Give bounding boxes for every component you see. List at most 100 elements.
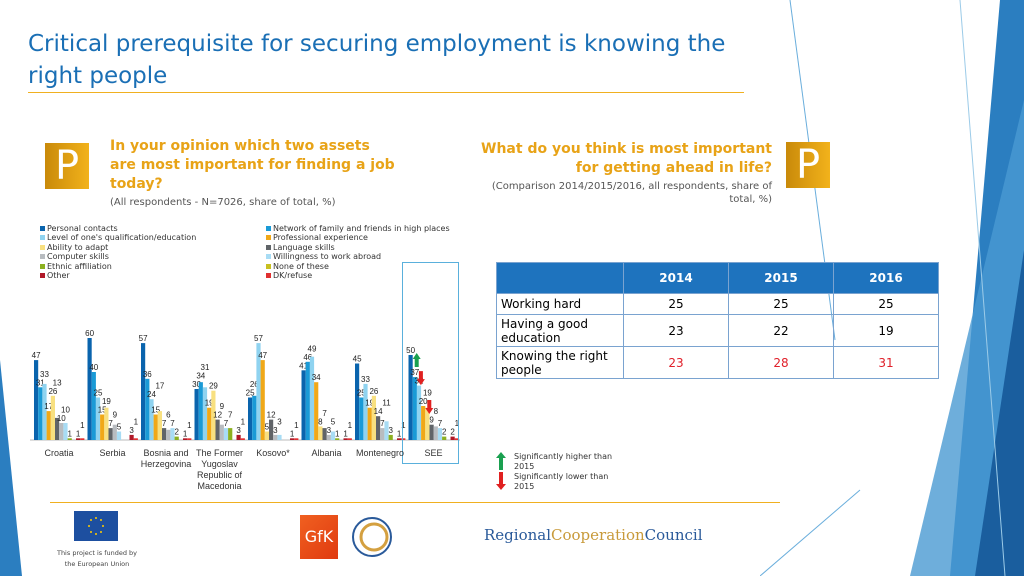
x-tick-label: SEE — [424, 448, 443, 458]
bar — [59, 423, 64, 440]
data-label: 15 — [151, 406, 160, 415]
bar — [388, 434, 393, 440]
data-label: 31 — [201, 363, 210, 372]
data-label: 26 — [369, 387, 378, 396]
data-label: 10 — [57, 414, 66, 423]
data-label: 3 — [129, 426, 134, 435]
x-tick-label: Bosnia and Herzegovina — [140, 448, 192, 469]
bar — [425, 407, 430, 440]
x-tick-label: The Former Yugoslav Republic of Macedoni… — [195, 448, 243, 491]
bar — [380, 428, 385, 440]
table-row: Knowing the right people 23 28 31 — [496, 346, 939, 379]
data-label: 9 — [113, 411, 118, 420]
bar — [367, 407, 372, 440]
data-label: 7 — [380, 419, 385, 428]
data-label: 20 — [419, 397, 428, 406]
title-divider — [28, 92, 744, 93]
gfk-logo: GfK — [300, 515, 338, 559]
data-label: 9 — [429, 416, 434, 425]
data-label: 41 — [299, 361, 308, 370]
cell: 19 — [833, 314, 939, 347]
data-label: 37 — [410, 368, 419, 377]
data-label: 30 — [192, 380, 201, 389]
bar — [55, 417, 60, 440]
bar — [290, 438, 295, 440]
data-label: 2 — [442, 428, 447, 437]
data-label: 34 — [312, 373, 321, 382]
bar — [34, 360, 39, 440]
data-label: 13 — [53, 378, 62, 387]
arrow-down-icon — [416, 371, 425, 386]
bar — [273, 434, 278, 440]
bar — [412, 377, 417, 440]
rcc-word: Council — [644, 526, 703, 544]
data-label: 25 — [357, 389, 366, 398]
bar — [42, 383, 47, 440]
data-label: 12 — [213, 411, 222, 420]
data-label: 60 — [85, 329, 94, 338]
legend-swatch — [266, 254, 271, 260]
data-label: 25 — [94, 389, 103, 398]
bar — [397, 438, 402, 440]
bar — [211, 390, 216, 440]
bar — [170, 428, 175, 440]
data-label: 40 — [89, 363, 98, 372]
data-label: 24 — [147, 390, 156, 399]
data-label: 25 — [246, 389, 255, 398]
cell: 25 — [728, 293, 834, 315]
p-badge-left: P — [45, 143, 89, 189]
data-label: 17 — [44, 402, 53, 411]
x-tick-label: Croatia — [44, 448, 74, 458]
page-title: Critical prerequisite for securing emplo… — [28, 31, 726, 89]
legend-item: None of these — [266, 262, 466, 271]
legend-item: Ability to adapt — [40, 243, 266, 252]
bar — [67, 438, 72, 440]
data-label: 1 — [241, 417, 246, 426]
arrow-down-icon — [496, 472, 506, 490]
bar — [38, 387, 43, 440]
legend-item: Ethnic affiliation — [40, 262, 266, 271]
bar — [305, 361, 310, 440]
data-label: 1 — [348, 421, 353, 430]
bar — [363, 383, 368, 440]
data-label: 1 — [183, 429, 188, 438]
data-label: 19 — [205, 399, 214, 408]
table-row: Having a good education 23 22 19 — [496, 314, 939, 347]
eu-flag-logo — [74, 511, 118, 541]
legend-item: Other — [40, 271, 266, 280]
data-label: 1 — [67, 429, 72, 438]
bar — [248, 397, 253, 440]
decorative-background — [760, 0, 1024, 576]
rcc-logo-mark — [352, 517, 392, 557]
bar — [314, 382, 319, 440]
data-label: 1 — [187, 421, 192, 430]
legend-label: Network of family and friends in high pl… — [273, 224, 450, 233]
legend-label: Personal contacts — [47, 224, 118, 233]
bar — [133, 438, 138, 440]
bar — [219, 424, 224, 440]
bar — [157, 411, 162, 440]
legend-item: Network of family and friends in high pl… — [266, 224, 466, 233]
data-label: 19 — [365, 399, 374, 408]
bar — [421, 406, 426, 440]
legend-item: Level of one's qualification/education — [40, 233, 266, 242]
data-label: 50 — [406, 346, 415, 355]
bar — [450, 436, 455, 440]
data-label: 12 — [267, 411, 276, 420]
table-row: Working hard 25 25 25 — [496, 293, 939, 315]
bar — [228, 428, 233, 440]
data-label: 1 — [397, 429, 402, 438]
legend-swatch — [40, 244, 45, 250]
legend-label: DK/refuse — [273, 271, 313, 281]
data-label: 7 — [438, 419, 443, 428]
legend-label: Computer skills — [47, 252, 109, 262]
bar — [236, 434, 241, 440]
bar — [359, 397, 364, 440]
right-subtitle: (Comparison 2014/2015/2016, all responde… — [491, 181, 772, 205]
legend-label: Ability to adapt — [47, 242, 109, 252]
cell: 23 — [623, 346, 729, 379]
bar — [145, 378, 150, 440]
data-label: 7 — [224, 419, 229, 428]
bar — [194, 389, 199, 440]
